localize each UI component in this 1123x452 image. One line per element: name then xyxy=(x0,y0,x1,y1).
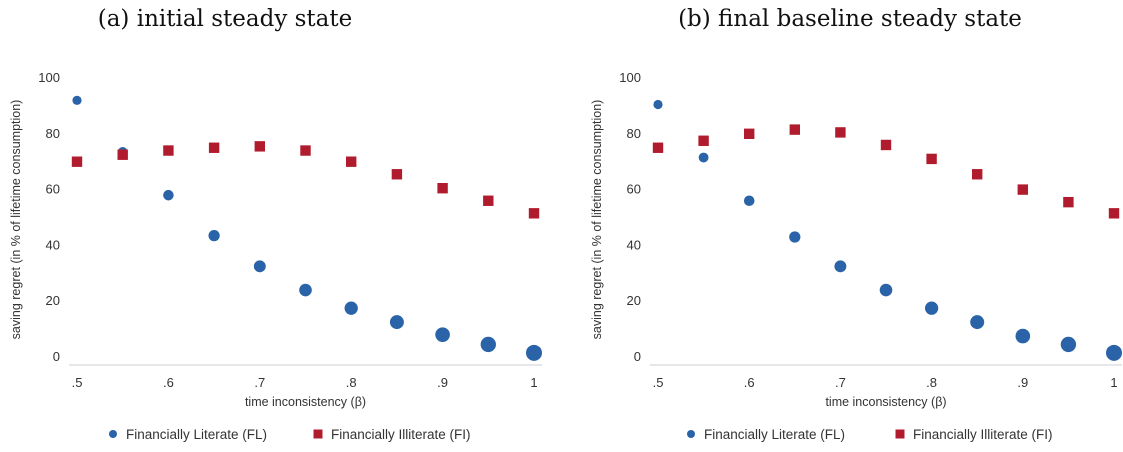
panel-b-x-tick-label: .9 xyxy=(1017,375,1028,390)
panel-b-fi-point xyxy=(972,169,983,180)
panel-b-y-tick-label: 100 xyxy=(619,70,641,85)
panel-a-x-axis-label: time inconsistency (β) xyxy=(245,395,366,409)
panel-a-fl-point xyxy=(526,344,542,361)
panel-b-fi-point xyxy=(835,127,846,138)
panel-b-fi-point xyxy=(652,142,664,153)
panel-a-fi-point xyxy=(71,156,83,167)
panel-a-fl-point xyxy=(435,327,450,342)
panel-b-x-tick-label: .5 xyxy=(653,375,664,390)
panel-b-y-tick-label: 60 xyxy=(627,182,641,197)
panel-b-fl-point xyxy=(1015,328,1031,344)
panel-b-fl-point xyxy=(879,283,893,297)
panel-a-legend-fl-marker xyxy=(109,430,117,438)
panel-a-legend-fl-label: Financially Literate (FL) xyxy=(126,427,267,442)
panel-b-fl-point xyxy=(789,231,801,243)
panel-b-fl-point xyxy=(743,195,755,207)
panel-b-fi-point xyxy=(880,139,892,151)
panel-a-fi-point xyxy=(254,141,265,152)
panel-a-fi-point xyxy=(300,145,311,156)
panel-b-fi-point xyxy=(926,153,937,165)
panel-b-fi-point xyxy=(1108,208,1120,219)
panel-a-x-tick-label: .7 xyxy=(254,375,265,390)
panel-b-legend-fl-label: Financially Literate (FL) xyxy=(704,427,845,442)
panel-b-fi-point xyxy=(789,124,800,135)
panel-a-fi-point xyxy=(483,195,494,206)
panel-b-fl-point xyxy=(834,260,847,273)
panel-b-y-tick-label: 40 xyxy=(627,237,641,252)
panel-a-fi-point xyxy=(163,145,174,156)
panel-b-fl-point xyxy=(1060,336,1077,353)
panel-b-x-tick-label: .8 xyxy=(926,375,937,390)
panel-b-fi-point xyxy=(1017,184,1028,195)
panel-a-x-tick-label: .5 xyxy=(72,375,83,390)
panel-b-y-tick-label: 0 xyxy=(634,349,641,364)
panel-a-y-tick-label: 100 xyxy=(38,70,60,85)
panel-a-fl-point xyxy=(253,260,266,273)
panel-b-y-axis-label: saving regret (in % of lifetime consumpt… xyxy=(590,100,604,340)
panel-b-fl-point xyxy=(653,99,663,110)
panel-a-x-tick-label: 1 xyxy=(530,375,537,390)
panel-a-x-tick-label: .8 xyxy=(346,375,357,390)
panel-a-legend-fi-label: Financially Illiterate (FI) xyxy=(331,427,471,442)
panel-a-y-tick-label: 40 xyxy=(46,237,60,252)
panel-b-x-tick-label: 1 xyxy=(1110,375,1117,390)
panel-b-fl-point xyxy=(924,301,939,315)
panel-b-y-tick-label: 20 xyxy=(627,293,641,308)
panel-a-fl-point xyxy=(208,230,220,242)
panel-b-fl-point xyxy=(698,152,709,163)
panel-a-fl-point xyxy=(163,189,174,201)
panel-a-y-tick-label: 0 xyxy=(53,349,60,364)
panel-b-fi-point xyxy=(698,135,709,146)
panel-a-fl-point xyxy=(389,315,404,330)
panel-a-x-tick-label: .6 xyxy=(163,375,174,390)
panel-b-legend-fl-marker xyxy=(687,430,695,438)
panel-a-title: (a) initial steady state xyxy=(97,6,353,32)
panel-b-x-axis-label: time inconsistency (β) xyxy=(825,395,946,409)
panel-b-legend-fi-marker xyxy=(895,429,905,439)
panel-a-fi-point xyxy=(208,142,220,153)
panel-a-fl-point xyxy=(72,95,82,105)
panel-a-fi-point xyxy=(437,183,448,194)
panel-b-fl-point xyxy=(1106,344,1122,361)
panel-a-fi-point xyxy=(346,156,357,167)
panel-b-x-tick-label: .7 xyxy=(835,375,846,390)
panel-a-fl-point xyxy=(480,336,496,353)
panel-b-y-tick-label: 80 xyxy=(627,126,641,141)
panel-b-fi-point xyxy=(744,128,755,139)
panel-a-fi-point xyxy=(391,169,403,180)
panel-a-legend-fi-marker xyxy=(313,429,323,439)
panel-a-fi-point xyxy=(117,149,128,160)
panel-a-fl-point xyxy=(299,283,312,297)
panel-a-fi-point xyxy=(528,208,540,219)
panel-a-y-tick-label: 60 xyxy=(46,182,60,197)
panel-b-fi-point xyxy=(1063,196,1074,208)
panel-a-fl-point xyxy=(344,301,358,315)
panel-a-y-axis-label: saving regret (in % of lifetime consumpt… xyxy=(9,100,23,340)
panel-b-legend-fi-label: Financially Illiterate (FI) xyxy=(913,427,1053,442)
panel-a-x-tick-label: .9 xyxy=(437,375,448,390)
panel-a-y-tick-label: 80 xyxy=(46,126,60,141)
panel-b-title: (b) final baseline steady state xyxy=(678,6,1022,32)
panel-b-fl-point xyxy=(970,315,985,330)
panel-a-y-tick-label: 20 xyxy=(46,293,60,308)
panel-b-x-tick-label: .6 xyxy=(744,375,755,390)
